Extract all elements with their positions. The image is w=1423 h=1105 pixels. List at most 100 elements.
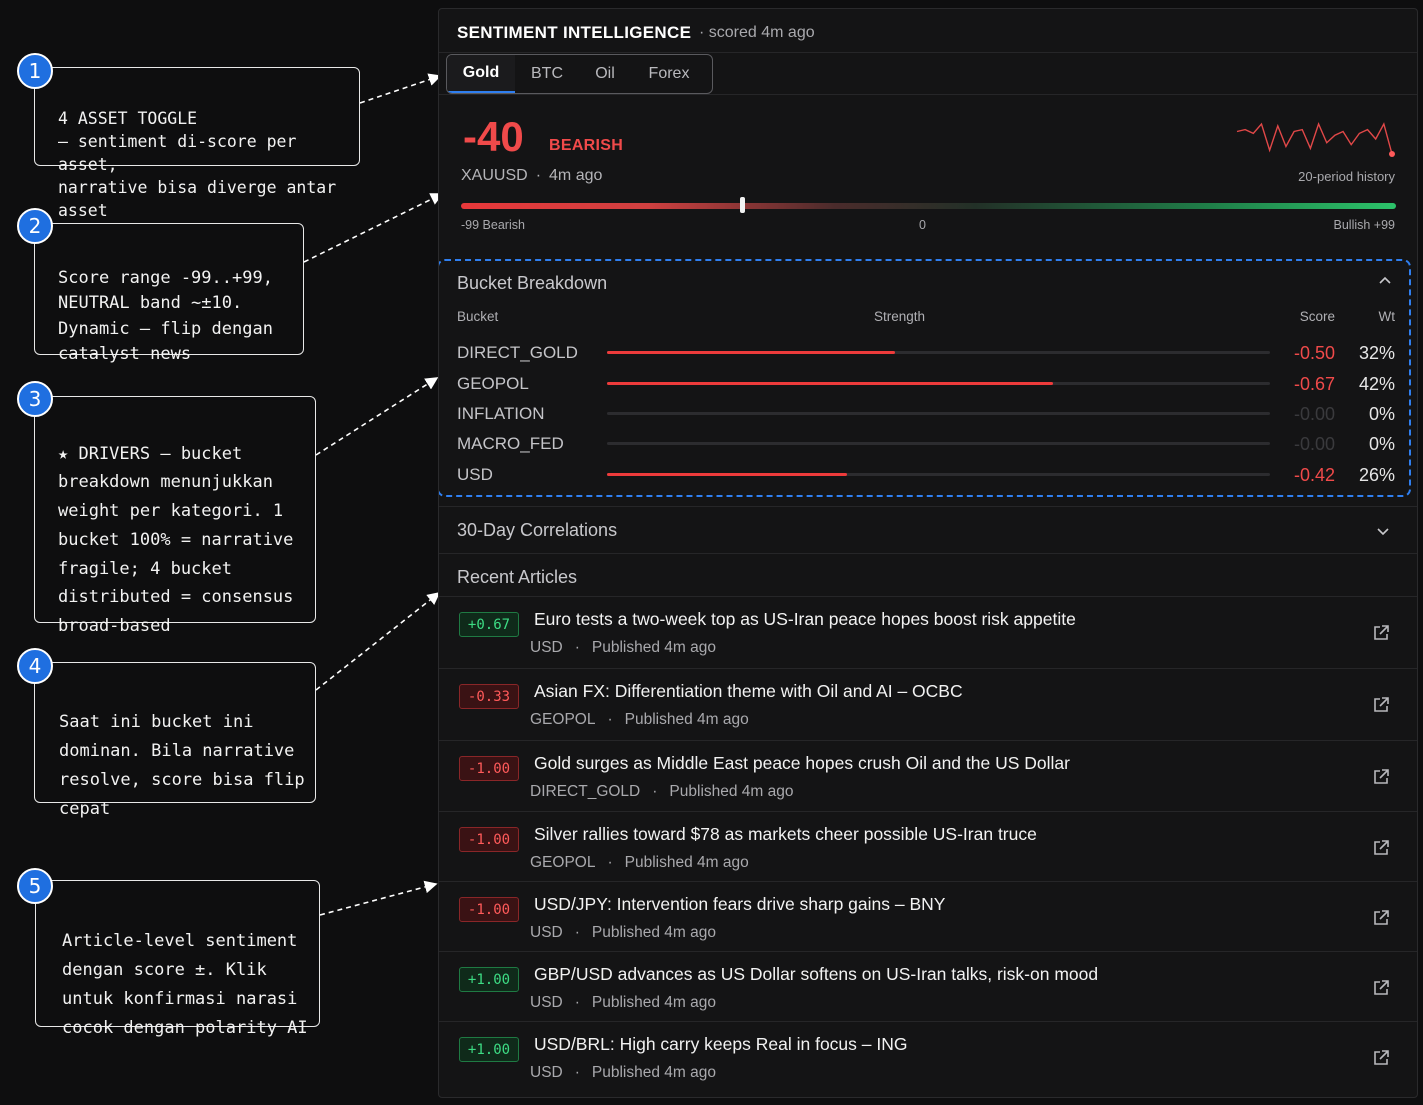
score-age: 4m ago <box>549 167 603 184</box>
strength-track <box>607 412 1270 415</box>
article-title[interactable]: Asian FX: Differentiation theme with Oil… <box>534 681 963 701</box>
sparkline-label: 20-period history <box>1298 169 1395 184</box>
strength-bar <box>607 473 847 476</box>
article-score-badge: -1.00 <box>459 756 519 781</box>
scored-timestamp: · scored 4m ago <box>699 24 815 41</box>
strength-track <box>607 382 1270 385</box>
annotation-4-text: Saat ini bucket ini dominan. Bila narrat… <box>59 712 305 819</box>
article-bucket: USD <box>530 1064 563 1081</box>
tab-gold[interactable]: Gold <box>447 55 515 93</box>
tab-forex[interactable]: Forex <box>648 65 690 82</box>
chevron-down-icon[interactable] <box>1375 523 1391 539</box>
article-row[interactable]: +0.67 Euro tests a two-week top as US-Ira… <box>439 596 1417 668</box>
score-gauge <box>461 197 1396 213</box>
external-link-icon[interactable] <box>1371 978 1391 998</box>
article-meta: USD · Published 4m ago <box>530 994 716 1012</box>
article-bucket: USD <box>530 924 563 941</box>
correlations-section[interactable]: 30-Day Correlations <box>439 506 1417 554</box>
article-row[interactable]: +1.00 GBP/USD advances as US Dollar softe… <box>439 951 1417 1021</box>
header-weight: Wt <box>1378 309 1396 324</box>
external-link-icon[interactable] <box>1371 623 1391 643</box>
sparkline-last-point <box>1389 151 1395 157</box>
annotation-3-badge: 3 <box>17 381 53 417</box>
article-title[interactable]: Euro tests a two-week top as US-Iran pea… <box>534 609 1076 629</box>
annotation-5-box: Article-level sentiment dengan score ±. … <box>35 880 320 1038</box>
bucket-score: -0.00 <box>1293 404 1335 424</box>
bucket-weight: 32% <box>1358 343 1395 363</box>
sentiment-panel: SENTIMENT INTELLIGENCE · scored 4m ago G… <box>438 8 1418 1098</box>
recent-articles-title: Recent Articles <box>457 567 578 587</box>
chevron-up-icon[interactable] <box>1377 273 1393 289</box>
sentiment-history-sparkline <box>1236 122 1395 157</box>
bucket-row-direct-gold: DIRECT_GOLD -0.50 32% <box>439 343 1409 373</box>
annotation-4-badge: 4 <box>17 648 53 684</box>
bucket-name: INFLATION <box>457 404 545 423</box>
panel-header: SENTIMENT INTELLIGENCE · scored 4m ago <box>439 9 1417 53</box>
article-bucket: GEOPOL <box>530 711 596 728</box>
arrow-1 <box>359 73 442 104</box>
annotation-1-number: 1 <box>28 59 42 83</box>
bucket-score: -0.00 <box>1293 434 1335 454</box>
article-row[interactable]: +1.00 USD/BRL: High carry keeps Real in f… <box>439 1021 1417 1096</box>
article-published: Published 4m ago <box>624 854 749 871</box>
header-bucket: Bucket <box>457 309 499 324</box>
bucket-name: DIRECT_GOLD <box>457 343 578 362</box>
article-title[interactable]: Silver rallies toward $78 as markets che… <box>534 824 1037 844</box>
annotation-5-badge: 5 <box>17 868 53 904</box>
external-link-icon[interactable] <box>1371 908 1391 928</box>
article-title[interactable]: USD/JPY: Intervention fears drive sharp … <box>534 894 946 914</box>
bucket-weight: 42% <box>1358 374 1395 394</box>
score-subline: XAUUSD · 4m ago <box>461 167 602 185</box>
gauge-max-label: Bullish +99 <box>1333 218 1396 232</box>
annotation-2-text: Score range -99..+99, NEUTRAL band ~±10.… <box>58 267 273 365</box>
bucket-breakdown-title[interactable]: Bucket Breakdown <box>457 273 608 293</box>
symbol: XAUUSD <box>461 167 528 184</box>
article-published: Published 4m ago <box>591 994 716 1011</box>
bucket-weight: 0% <box>1368 404 1395 424</box>
annotation-1-badge: 1 <box>17 53 53 89</box>
annotation-3-box: ★ DRIVERS — bucket breakdown menunjukkan… <box>34 396 316 636</box>
article-bucket: GEOPOL <box>530 854 596 871</box>
bucket-name: USD <box>457 465 493 484</box>
bucket-breakdown: Bucket Breakdown Bucket Strength Score W… <box>439 259 1411 497</box>
article-row[interactable]: -0.33 Asian FX: Differentiation theme wit… <box>439 668 1417 740</box>
correlations-title: 30-Day Correlations <box>457 520 618 540</box>
bucket-score: -0.67 <box>1293 374 1335 394</box>
article-meta: USD · Published 4m ago <box>530 1064 716 1082</box>
annotation-2-badge: 2 <box>17 208 53 244</box>
article-title[interactable]: Gold surges as Middle East peace hopes c… <box>534 753 1070 773</box>
meta-separator: · <box>652 783 658 800</box>
arrow-4 <box>315 592 441 691</box>
external-link-icon[interactable] <box>1371 767 1391 787</box>
external-link-icon[interactable] <box>1371 695 1391 715</box>
strength-track <box>607 351 1270 354</box>
header-score: Score <box>1299 309 1335 324</box>
tab-oil[interactable]: Oil <box>595 65 615 82</box>
annotation-3-text: ★ DRIVERS — bucket breakdown menunjukkan… <box>58 443 294 636</box>
bucket-weight: 26% <box>1358 465 1395 485</box>
tab-btc[interactable]: BTC <box>531 65 563 82</box>
bucket-score: -0.42 <box>1293 465 1335 485</box>
annotation-5-text: Article-level sentiment dengan score ±. … <box>62 931 308 1038</box>
meta-separator: · <box>574 1064 580 1081</box>
bucket-weight: 0% <box>1368 434 1395 454</box>
article-score-badge: -1.00 <box>459 897 519 922</box>
strength-bar <box>607 351 896 354</box>
article-row[interactable]: -1.00 Gold surges as Middle East peace ho… <box>439 740 1417 811</box>
bucket-row-geopol: GEOPOL -0.67 42% <box>439 374 1409 404</box>
article-meta: DIRECT_GOLD · Published 4m ago <box>530 783 794 801</box>
gauge-min-label: -99 Bearish <box>461 218 525 232</box>
article-published: Published 4m ago <box>669 783 794 800</box>
annotation-2-box: Score range -99..+99, NEUTRAL band ~±10.… <box>34 223 304 364</box>
external-link-icon[interactable] <box>1371 838 1391 858</box>
article-title[interactable]: GBP/USD advances as US Dollar softens on… <box>534 964 1099 984</box>
strength-track <box>607 473 1270 476</box>
article-meta: USD · Published 4m ago <box>530 639 716 657</box>
external-link-icon[interactable] <box>1371 1048 1391 1068</box>
meta-separator: · <box>574 994 580 1011</box>
article-row[interactable]: -1.00 USD/JPY: Intervention fears drive s… <box>439 881 1417 951</box>
sparkline-line <box>1236 122 1393 155</box>
meta-separator: · <box>607 854 613 871</box>
article-title[interactable]: USD/BRL: High carry keeps Real in focus … <box>534 1034 908 1054</box>
article-row[interactable]: -1.00 Silver rallies toward $78 as market… <box>439 811 1417 881</box>
